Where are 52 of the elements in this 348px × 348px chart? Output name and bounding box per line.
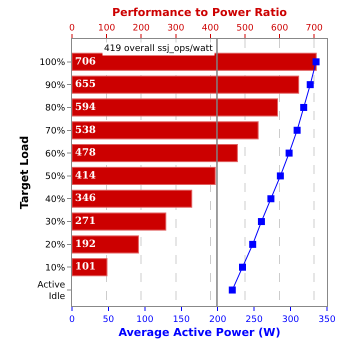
x2-axis-title: Performance to Power Ratio <box>112 6 288 20</box>
point <box>276 172 284 180</box>
x2-tick-label: 500 <box>236 23 254 34</box>
x-tick-label: 150 <box>172 314 190 325</box>
data-label: 192 <box>75 238 96 250</box>
x2-tick-label: 100 <box>98 23 116 34</box>
y-tick-label: 50% <box>45 172 66 182</box>
x2-tick-label: 600 <box>271 23 288 34</box>
x-tick-label: 250 <box>246 314 263 325</box>
data-label: 655 <box>75 79 96 90</box>
data-label: 706 <box>75 56 96 68</box>
y-tick-label: 10% <box>45 263 66 274</box>
point <box>312 58 320 66</box>
x-tick-label: 300 <box>282 314 300 325</box>
x2-tick-label: 0 <box>69 23 76 34</box>
x2-tick-label: 300 <box>167 23 185 34</box>
x-tick-label: 50 <box>102 314 114 325</box>
y-tick-label: 60% <box>45 149 66 160</box>
x-axis-title: Average Active Power (W) <box>118 326 280 339</box>
point <box>300 104 308 111</box>
y-tick-label: 40% <box>45 194 66 205</box>
data-label: 478 <box>75 148 96 159</box>
data-label: 594 <box>75 102 96 113</box>
x2-tick-label: 200 <box>132 23 150 34</box>
point <box>267 195 274 202</box>
point <box>258 218 265 226</box>
ref-line-label: 419 overall ssj_ops/watt <box>104 44 214 54</box>
y-tick-label: Active Idle <box>37 280 66 302</box>
data-label: 538 <box>75 124 96 136</box>
x-tick-label: 100 <box>136 314 154 325</box>
point <box>306 81 314 88</box>
y-tick-label: 90% <box>45 80 66 91</box>
x2-tick-label: 700 <box>306 23 324 34</box>
x-tick-label: 200 <box>209 314 227 325</box>
x-tick-label: 350 <box>318 314 336 325</box>
y-tick-label: 70% <box>45 126 66 136</box>
point <box>294 126 301 134</box>
data-label: 346 <box>75 193 96 204</box>
y-axis-title: Target Load <box>18 136 32 210</box>
y-tick-label: 30% <box>45 218 66 228</box>
point <box>249 240 256 248</box>
data-label: 101 <box>75 262 96 273</box>
x-tick-label: 0 <box>69 314 76 325</box>
point <box>228 286 236 294</box>
data-label: 271 <box>75 216 96 228</box>
point <box>238 264 246 271</box>
x2-tick-label: 400 <box>202 23 220 34</box>
y-tick-label: 100% <box>39 58 66 68</box>
y-tick-label: 80% <box>45 104 66 114</box>
data-label: 414 <box>75 170 96 182</box>
point <box>286 150 293 157</box>
y-tick-label: 20% <box>45 240 66 251</box>
